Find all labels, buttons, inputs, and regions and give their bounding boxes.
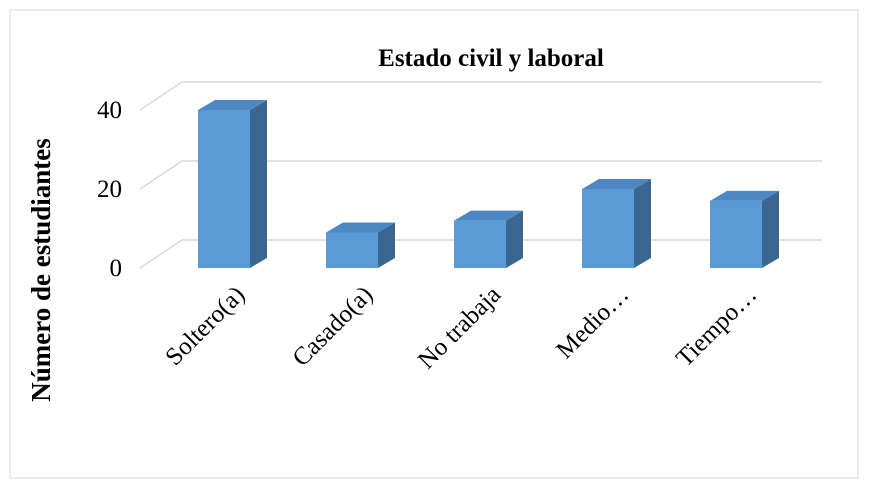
bar-top (454, 210, 523, 221)
y-axis-label: Número de estudiantes (26, 138, 56, 402)
grid-line (139, 160, 822, 190)
bar (326, 232, 378, 268)
bar-top (582, 179, 651, 189)
bar-side (378, 222, 395, 268)
y-tick-label: 40 (97, 97, 122, 124)
y-tick-label: 20 (97, 176, 122, 203)
bar-top (710, 190, 779, 201)
bar (454, 220, 506, 268)
bar-side (634, 179, 651, 268)
bar-top (198, 100, 267, 110)
bar (198, 110, 250, 268)
bar (710, 200, 762, 268)
bar-top (326, 222, 395, 233)
y-tick-label: 0 (110, 255, 123, 282)
chart-title: Estado civil y laboral (378, 45, 604, 72)
bar-side (250, 100, 267, 268)
grid-line (139, 81, 822, 111)
bar (582, 189, 634, 268)
bar-side (762, 190, 779, 268)
bar-side (506, 210, 523, 268)
